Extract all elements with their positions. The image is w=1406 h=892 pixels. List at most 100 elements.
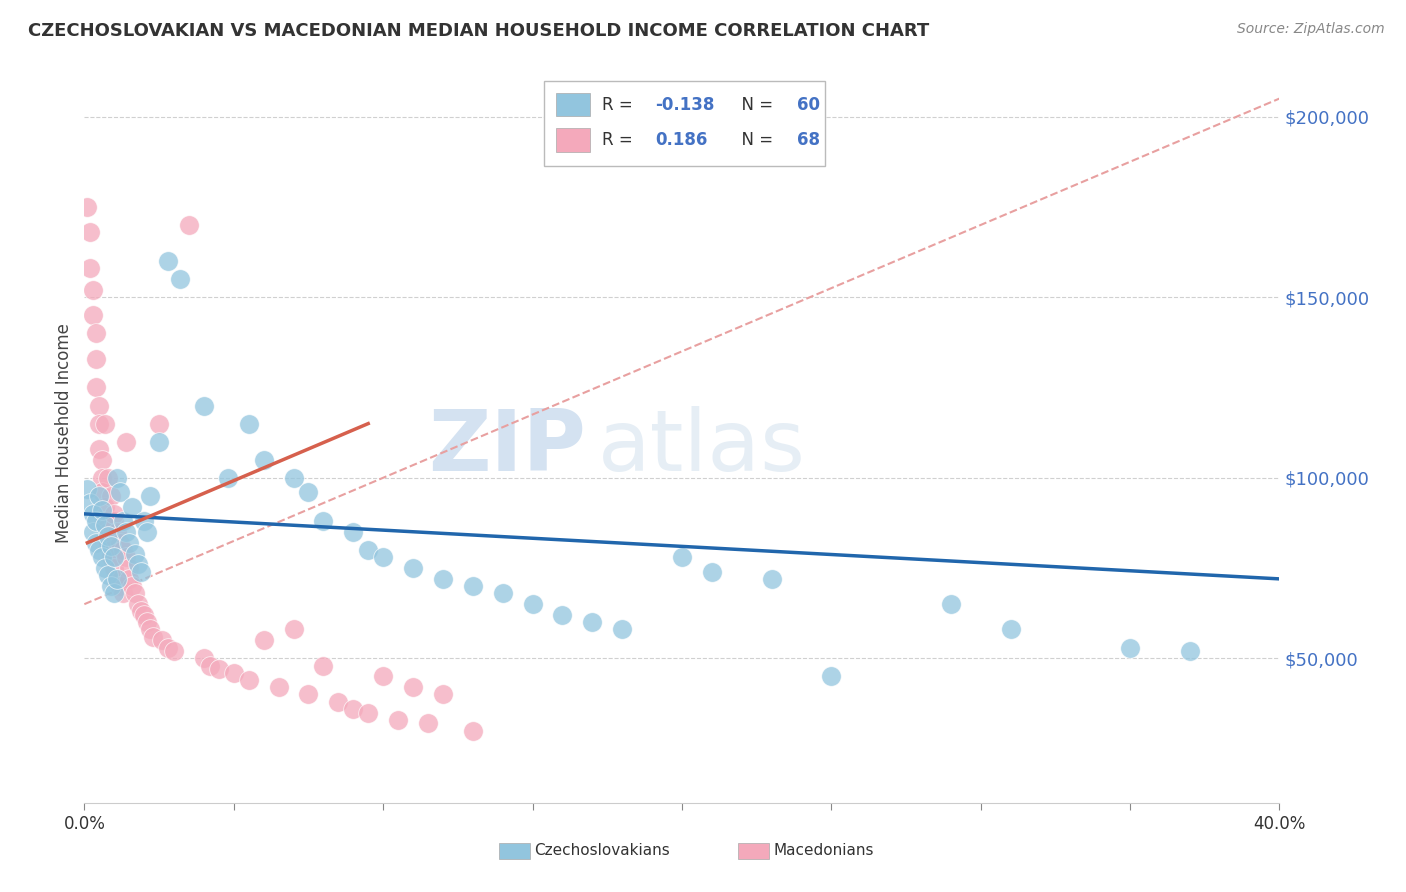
Text: -0.138: -0.138 [655, 95, 716, 113]
Point [89, 417, 111, 431]
Point [357, 706, 380, 720]
Text: N =: N = [731, 95, 779, 113]
Point [86, 514, 108, 528]
Point [402, 680, 425, 694]
Point [94, 517, 117, 532]
Point [105, 572, 128, 586]
Text: R =: R = [602, 131, 638, 149]
Point [110, 485, 132, 500]
Point [76, 482, 98, 496]
Point [416, 716, 439, 731]
Point [121, 579, 143, 593]
Point [76, 200, 98, 214]
Point [222, 665, 245, 680]
Point [97, 528, 120, 542]
Point [89, 489, 111, 503]
Point [124, 586, 146, 600]
Point [100, 550, 122, 565]
Point [79, 261, 101, 276]
Point [89, 442, 111, 456]
Point [198, 658, 221, 673]
Point [297, 688, 319, 702]
Point [94, 561, 117, 575]
Point [402, 561, 425, 575]
Point [86, 380, 108, 394]
Point [115, 524, 138, 539]
Point [103, 561, 125, 575]
Point [97, 535, 120, 549]
Point [612, 623, 634, 637]
Point [118, 572, 141, 586]
Point [91, 471, 114, 485]
Point [129, 565, 152, 579]
Point [551, 607, 574, 622]
Text: Source: ZipAtlas.com: Source: ZipAtlas.com [1237, 22, 1385, 37]
Point [761, 572, 783, 586]
Point [148, 434, 170, 449]
Point [82, 283, 104, 297]
Point [136, 524, 159, 539]
Point [328, 695, 350, 709]
Point [150, 633, 173, 648]
Point [312, 658, 335, 673]
Point [461, 579, 484, 593]
Point [939, 597, 962, 611]
Point [79, 225, 101, 239]
Point [118, 561, 141, 575]
Point [91, 550, 114, 565]
Point [139, 489, 162, 503]
Point [1119, 640, 1142, 655]
Point [522, 597, 544, 611]
Point [700, 565, 723, 579]
Point [118, 535, 141, 549]
Point [112, 586, 135, 600]
Point [112, 514, 135, 528]
Point [132, 607, 156, 622]
Point [100, 540, 122, 554]
Point [139, 623, 162, 637]
Point [103, 514, 125, 528]
Point [253, 452, 276, 467]
Point [103, 550, 125, 565]
Bar [544, 81, 825, 166]
Point [97, 568, 120, 582]
Point [97, 524, 120, 539]
Point [103, 507, 125, 521]
Point [238, 673, 260, 687]
Point [129, 604, 152, 618]
Point [82, 308, 104, 322]
Point [312, 514, 335, 528]
Point [253, 633, 276, 648]
Point [157, 254, 180, 268]
Y-axis label: Median Household Income: Median Household Income [55, 323, 73, 542]
Point [91, 503, 114, 517]
Point [671, 550, 693, 565]
Point [79, 496, 101, 510]
Point [169, 272, 191, 286]
Point [132, 514, 156, 528]
Point [110, 535, 132, 549]
Point [94, 500, 117, 514]
Point [177, 218, 200, 232]
Text: N =: N = [731, 131, 779, 149]
Point [581, 615, 603, 630]
Point [193, 651, 215, 665]
Point [373, 669, 395, 683]
Point [103, 586, 125, 600]
Point [820, 669, 842, 683]
Point [100, 489, 122, 503]
Point [94, 417, 117, 431]
Text: atlas: atlas [599, 406, 806, 489]
Point [432, 572, 454, 586]
Point [387, 713, 409, 727]
Bar [557, 128, 591, 152]
Point [112, 543, 135, 558]
Point [1178, 644, 1201, 658]
Point [193, 399, 215, 413]
Text: 68: 68 [797, 131, 820, 149]
Point [432, 688, 454, 702]
Point [163, 644, 186, 658]
Point [373, 550, 395, 565]
Point [492, 586, 515, 600]
Point [86, 535, 108, 549]
